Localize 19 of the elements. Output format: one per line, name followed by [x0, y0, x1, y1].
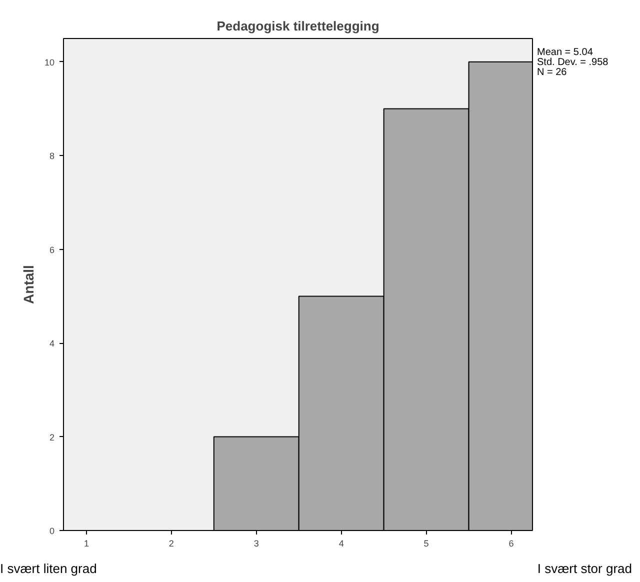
y-tick-label: 6: [49, 244, 55, 255]
y-tick-label: 10: [44, 57, 55, 68]
text: Mean = 5.04: [537, 47, 593, 58]
x-tick-label: 5: [424, 538, 429, 548]
y-tick-label: 8: [49, 151, 55, 162]
y-axis-title: Antall: [20, 265, 36, 304]
x-tick-label: 3: [254, 538, 259, 548]
text: N = 26: [537, 67, 567, 78]
text: I svært liten grad: [0, 560, 97, 578]
text: Std. Dev. = .958: [537, 57, 608, 68]
x-tick-label: 2: [168, 538, 174, 548]
x-tick-label: 4: [338, 538, 344, 548]
y-tick-label: 0: [49, 526, 55, 536]
y-tick-label: 2: [49, 432, 55, 442]
chart-title: Pedagogisk tilrettelegging: [216, 18, 380, 34]
x-tick-label: 1: [84, 538, 89, 548]
y-tick-label: 4: [49, 338, 55, 349]
text: I svært stor grad: [537, 560, 632, 578]
x-tick-label: 6: [508, 538, 514, 548]
